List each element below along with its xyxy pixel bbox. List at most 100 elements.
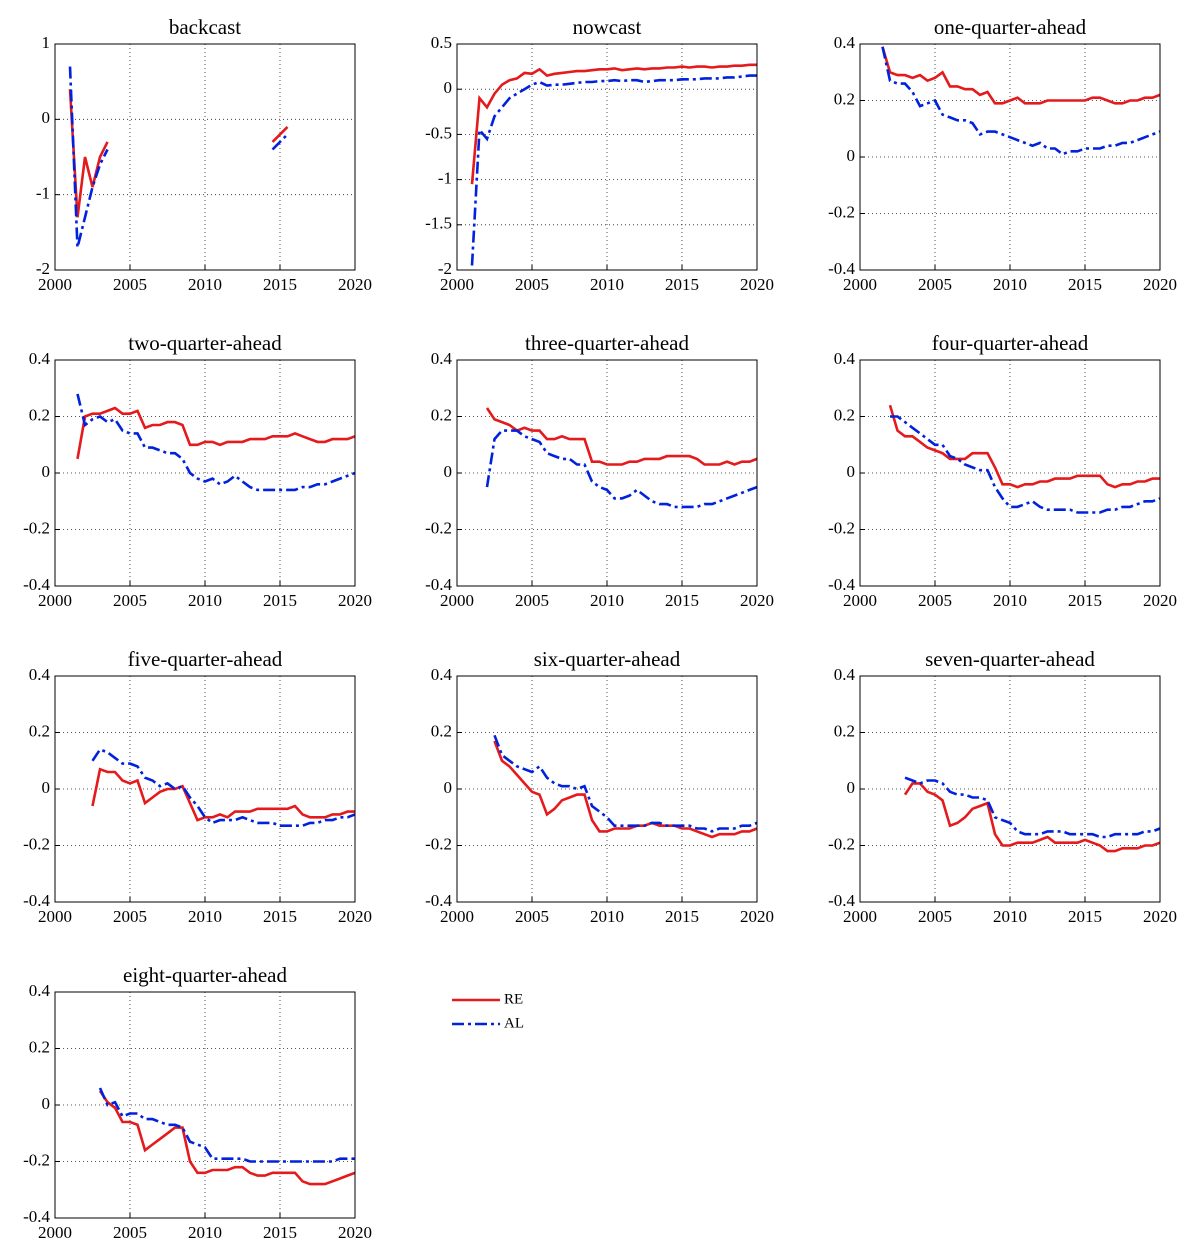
axes-box xyxy=(54,675,356,903)
axes-box xyxy=(859,675,1161,903)
series-line xyxy=(890,415,1161,514)
x-tick-label: 2010 xyxy=(993,275,1027,294)
y-tick-label: -0.5 xyxy=(425,123,452,142)
x-tick-label: 2000 xyxy=(843,907,877,926)
y-tick-label: 0 xyxy=(847,146,856,165)
x-tick-label: 2015 xyxy=(263,1223,297,1242)
series-line xyxy=(881,46,1161,105)
x-tick-label: 2000 xyxy=(440,907,474,926)
x-tick-label: 2005 xyxy=(515,275,549,294)
x-tick-label: 2005 xyxy=(113,275,147,294)
y-tick-label: -0.4 xyxy=(425,575,452,594)
series-line xyxy=(903,782,1161,853)
series-line xyxy=(98,1090,356,1186)
x-tick-label: 2020 xyxy=(1143,591,1177,610)
y-tick-label: -0.2 xyxy=(23,518,50,537)
series-line xyxy=(493,734,758,833)
y-tick-label: 0 xyxy=(42,778,51,797)
series-line xyxy=(98,1087,355,1163)
x-tick-label: 2000 xyxy=(440,275,474,294)
y-tick-label: 0.4 xyxy=(834,349,856,368)
series-line xyxy=(470,74,757,266)
x-tick-label: 2005 xyxy=(113,591,147,610)
series-line xyxy=(485,429,758,509)
y-tick-label: -0.2 xyxy=(23,1150,50,1169)
y-tick-label: 0.4 xyxy=(431,665,453,684)
series-line xyxy=(470,63,757,185)
y-tick-label: 0.4 xyxy=(29,665,51,684)
chart-title: nowcast xyxy=(573,15,642,39)
chart-title: seven-quarter-ahead xyxy=(925,647,1095,671)
y-tick-label: -1.5 xyxy=(425,214,452,233)
chart-title: two-quarter-ahead xyxy=(128,331,282,355)
x-tick-label: 2005 xyxy=(113,907,147,926)
y-tick-label: 0.4 xyxy=(29,981,51,1000)
y-tick-label: 0.2 xyxy=(29,721,50,740)
x-tick-label: 2000 xyxy=(843,591,877,610)
y-tick-label: 0 xyxy=(847,778,856,797)
x-tick-label: 2015 xyxy=(665,591,699,610)
y-tick-label: -0.4 xyxy=(23,891,50,910)
y-tick-label: -2 xyxy=(438,259,452,278)
y-tick-label: 0.4 xyxy=(29,349,51,368)
x-tick-label: 2010 xyxy=(590,275,624,294)
x-tick-label: 2005 xyxy=(918,275,952,294)
y-tick-label: -0.2 xyxy=(828,202,855,221)
axes-box xyxy=(54,43,356,271)
y-tick-label: -1 xyxy=(36,184,50,203)
axes-box xyxy=(54,991,356,1219)
chart-title: three-quarter-ahead xyxy=(525,331,689,355)
x-tick-label: 2005 xyxy=(113,1223,147,1242)
x-tick-label: 2015 xyxy=(263,275,297,294)
x-tick-label: 2010 xyxy=(993,591,1027,610)
x-tick-label: 2000 xyxy=(38,275,72,294)
y-tick-label: 0.2 xyxy=(834,721,855,740)
y-tick-label: 0.2 xyxy=(29,1037,50,1056)
y-tick-label: -0.4 xyxy=(828,575,855,594)
y-tick-label: -0.4 xyxy=(23,1207,50,1226)
x-tick-label: 2020 xyxy=(338,275,372,294)
y-tick-label: 0 xyxy=(444,462,453,481)
x-tick-label: 2020 xyxy=(740,275,774,294)
x-tick-label: 2020 xyxy=(338,591,372,610)
y-tick-label: 0.2 xyxy=(431,721,452,740)
y-tick-label: -0.2 xyxy=(425,834,452,853)
series-line xyxy=(76,393,356,492)
x-tick-label: 2010 xyxy=(188,1223,222,1242)
x-tick-label: 2005 xyxy=(515,907,549,926)
y-tick-label: -0.2 xyxy=(425,518,452,537)
series-line xyxy=(91,747,356,827)
y-tick-label: -1 xyxy=(438,169,452,188)
y-tick-label: 0.4 xyxy=(834,33,856,52)
x-tick-label: 2015 xyxy=(1068,591,1102,610)
y-tick-label: 0.2 xyxy=(431,405,452,424)
y-tick-label: 0.2 xyxy=(834,405,855,424)
series-line xyxy=(91,767,355,822)
y-tick-label: 0 xyxy=(42,108,51,127)
legend-label: RE xyxy=(504,991,523,1007)
series-line xyxy=(68,66,289,248)
x-tick-label: 2020 xyxy=(740,907,774,926)
x-tick-label: 2020 xyxy=(338,907,372,926)
x-tick-label: 2000 xyxy=(38,907,72,926)
axes-box xyxy=(54,359,356,587)
series-line xyxy=(485,407,758,466)
y-tick-label: 0.2 xyxy=(29,405,50,424)
y-tick-label: 0.4 xyxy=(834,665,856,684)
x-tick-label: 2015 xyxy=(665,275,699,294)
y-tick-label: 0.4 xyxy=(431,349,453,368)
y-tick-label: 0.5 xyxy=(431,33,452,52)
x-tick-label: 2010 xyxy=(590,907,624,926)
x-tick-label: 2000 xyxy=(843,275,877,294)
y-tick-label: 0 xyxy=(847,462,856,481)
series-line xyxy=(881,46,1161,156)
y-tick-label: -0.4 xyxy=(828,259,855,278)
x-tick-label: 2010 xyxy=(188,591,222,610)
y-tick-label: -0.2 xyxy=(828,518,855,537)
chart-title: six-quarter-ahead xyxy=(534,647,681,671)
x-tick-label: 2000 xyxy=(440,591,474,610)
axes-box xyxy=(456,43,758,271)
x-tick-label: 2020 xyxy=(338,1223,372,1242)
x-tick-label: 2005 xyxy=(918,907,952,926)
chart-title: eight-quarter-ahead xyxy=(123,963,287,987)
